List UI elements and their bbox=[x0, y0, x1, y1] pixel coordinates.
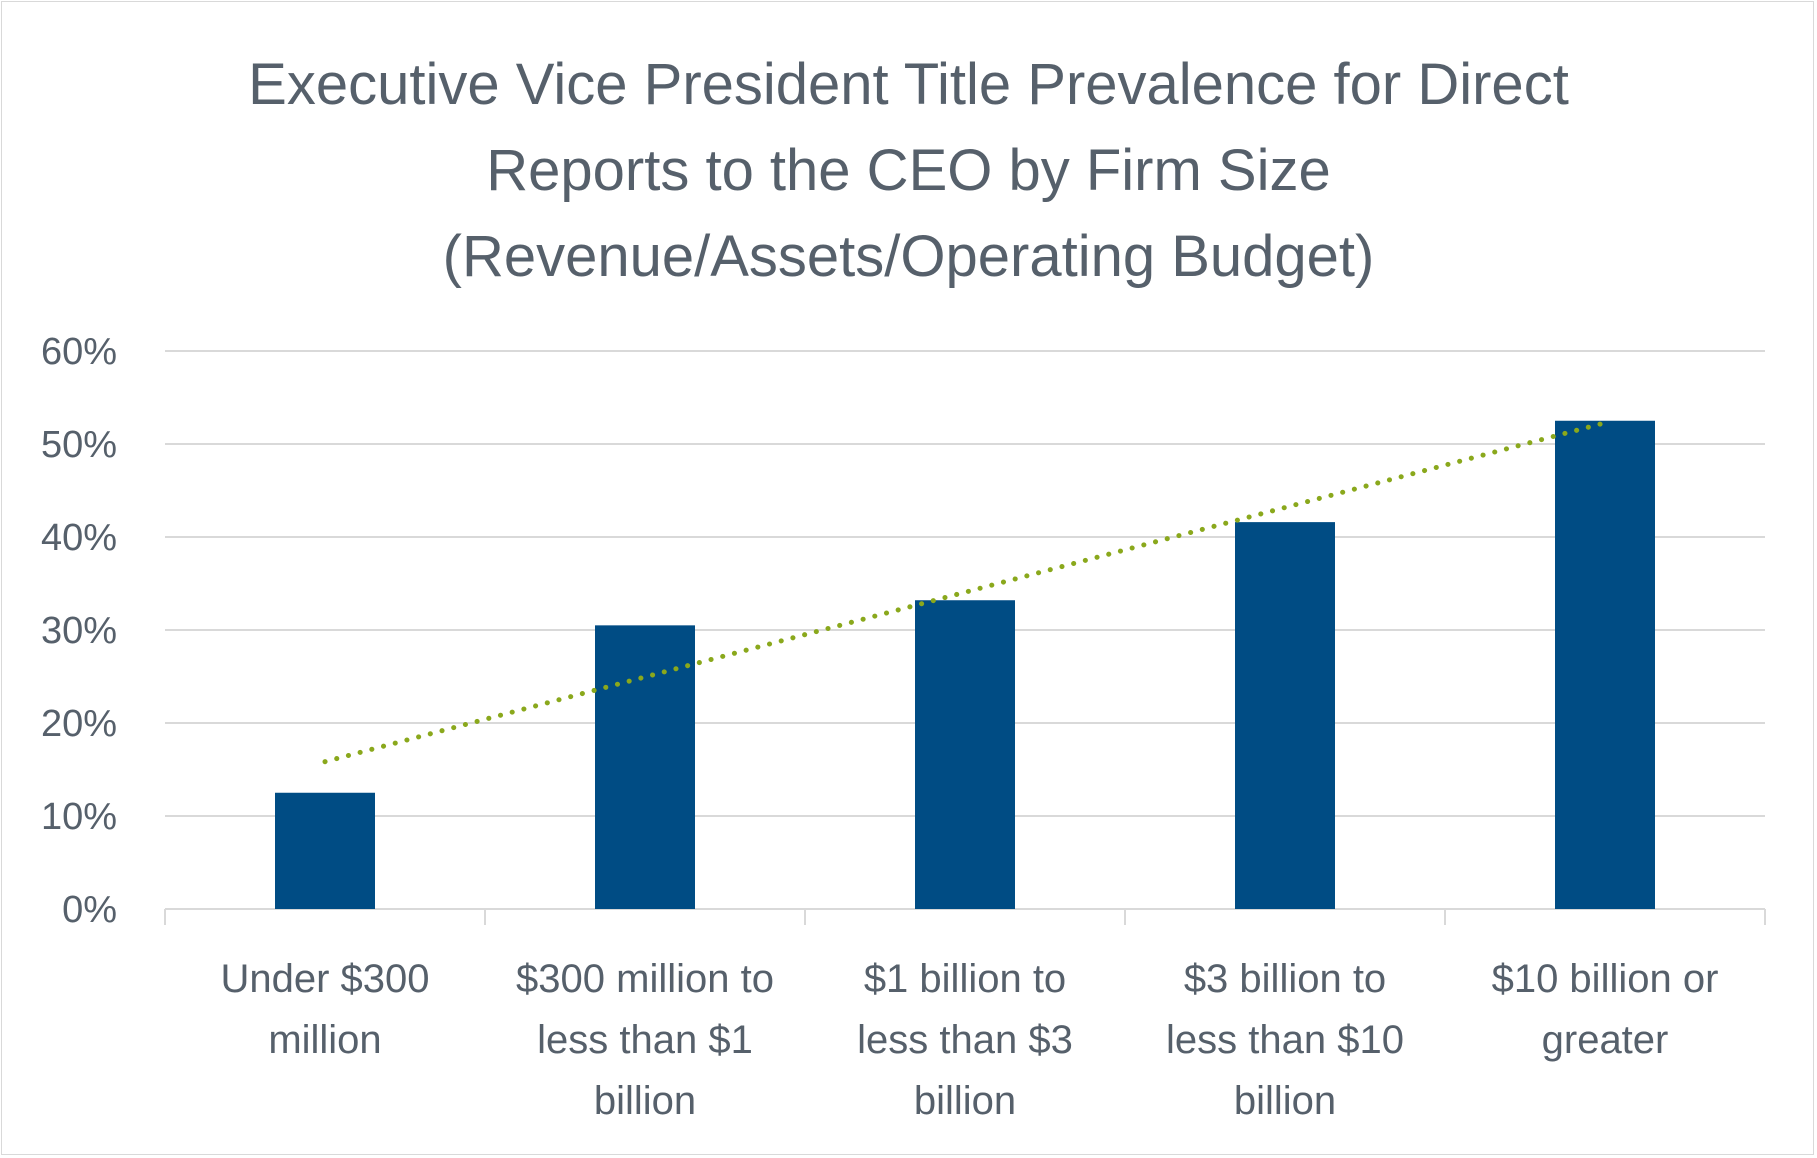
x-category-label-3-line-1: less than $10 bbox=[1166, 1018, 1404, 1062]
x-category-label-1-line-2: billion bbox=[594, 1079, 696, 1123]
chart-title-line-2: Reports to the CEO by Firm Size bbox=[486, 138, 1331, 203]
x-category-label-4-line-1: greater bbox=[1542, 1018, 1669, 1062]
bar-3 bbox=[1235, 522, 1335, 909]
chart-title-line-1: Executive Vice President Title Prevalenc… bbox=[248, 52, 1569, 117]
x-category-label-2-line-0: $1 billion to bbox=[864, 957, 1066, 1001]
x-category-label-3-line-0: $3 billion to bbox=[1184, 957, 1386, 1001]
x-category-label-1-line-1: less than $1 bbox=[537, 1018, 753, 1062]
y-tick-label-40: 40% bbox=[41, 517, 117, 559]
x-category-label-3: $3 billion to less than $10 billion bbox=[1166, 957, 1404, 1123]
chart-title: Executive Vice President Title Prevalenc… bbox=[0, 42, 1817, 300]
x-category-label-2-line-1: less than $3 bbox=[857, 1018, 1073, 1062]
x-category-label-1: $300 million to less than $1 billion bbox=[516, 957, 774, 1123]
bar-1 bbox=[595, 625, 695, 909]
y-tick-label-30: 30% bbox=[41, 610, 117, 652]
bar-4 bbox=[1555, 420, 1655, 909]
x-category-label-2-line-2: billion bbox=[914, 1079, 1016, 1123]
x-category-label-1-line-0: $300 million to bbox=[516, 957, 774, 1001]
y-tick-label-0: 0% bbox=[62, 889, 117, 931]
x-category-label-0: Under $300 million bbox=[220, 957, 429, 1062]
y-tick-label-20: 20% bbox=[41, 703, 117, 745]
y-tick-label-60: 60% bbox=[41, 331, 117, 373]
x-category-label-2: $1 billion to less than $3 billion bbox=[857, 957, 1073, 1123]
x-category-label-0-line-1: million bbox=[268, 1018, 381, 1062]
y-tick-label-10: 10% bbox=[41, 796, 117, 838]
bar-2 bbox=[915, 600, 1015, 909]
chart-title-line-3: (Revenue/Assets/Operating Budget) bbox=[442, 224, 1375, 289]
x-category-label-0-line-0: Under $300 bbox=[220, 957, 429, 1001]
bar-0 bbox=[275, 792, 375, 909]
y-tick-label-50: 50% bbox=[41, 424, 117, 466]
trendline bbox=[322, 420, 1608, 765]
x-category-label-4-line-0: $10 billion or bbox=[1492, 957, 1719, 1001]
x-category-label-3-line-2: billion bbox=[1234, 1079, 1336, 1123]
x-category-label-4: $10 billion or greater bbox=[1492, 957, 1719, 1062]
